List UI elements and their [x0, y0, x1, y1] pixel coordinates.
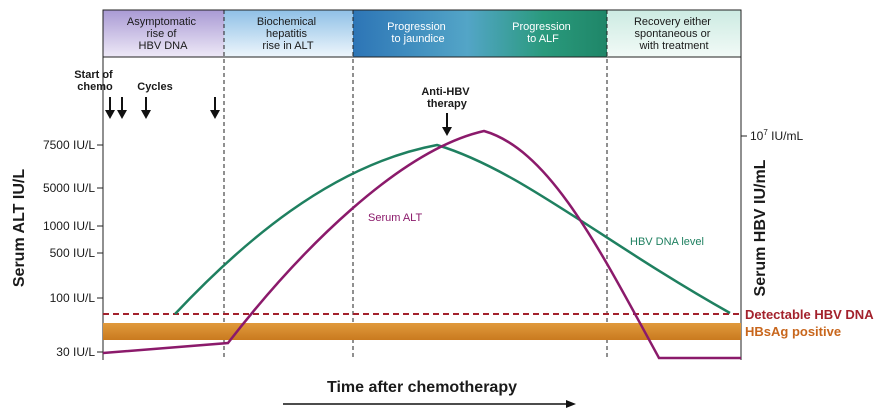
tick-30: 30 IU/L [56, 345, 95, 359]
anti-hbv-label: Anti-HBV therapy [421, 86, 472, 110]
anti-hbv-arrow [442, 113, 452, 136]
hbv-dna-curve [174, 143, 731, 315]
phase-label-alf: Progression to ALF [512, 21, 574, 45]
phase-box-biochemical [224, 10, 353, 57]
left-axis-title: Serum ALT IU/L [11, 169, 28, 287]
legend-hbsag-positive: HBsAg positive [745, 324, 841, 339]
x-axis-title: Time after chemotherapy [327, 379, 517, 396]
cycles-label: Cycles [137, 81, 172, 93]
time-arrow [283, 400, 576, 408]
phase-label-biochemical: Biochemical hepatitis rise in ALT [257, 16, 319, 52]
chemo-arrow-1 [105, 97, 115, 119]
tick-7500: 7500 IU/L [43, 138, 95, 152]
hbsag-band [103, 323, 741, 340]
tick-5000: 5000 IU/L [43, 181, 95, 195]
chemo-arrow-2 [117, 97, 127, 119]
chemo-arrow-3 [141, 97, 151, 119]
tick-100: 100 IU/L [50, 291, 96, 305]
phase-label-recovery: Recovery either spontaneous or with trea… [634, 16, 714, 52]
phase-label-jaundice: Progression to jaundice [387, 21, 449, 45]
tick-500: 500 IU/L [50, 246, 96, 260]
phase-header-border [102, 9, 742, 58]
phase-label-asymptomatic: Asymptomatic rise of HBV DNA [127, 16, 199, 52]
tick-1000: 1000 IU/L [43, 219, 95, 233]
left-axis-ticks [97, 144, 103, 353]
hbv-dna-label: HBV DNA level [630, 236, 704, 248]
right-axis-tick-label: 107 IU/mL [750, 128, 803, 143]
legend-detectable-hbv: Detectable HBV DNA [745, 307, 874, 322]
serum-alt-curve [102, 129, 741, 360]
phase-box-progression [353, 10, 607, 57]
serum-alt-label: Serum ALT [368, 212, 422, 224]
right-axis-title: Serum HBV IU/mL [752, 159, 769, 296]
chemo-arrow-4 [210, 97, 220, 119]
phase-box-asymptomatic [103, 10, 224, 57]
phase-box-recovery [607, 10, 741, 57]
start-chemo-label: Start of chemo [74, 69, 116, 93]
